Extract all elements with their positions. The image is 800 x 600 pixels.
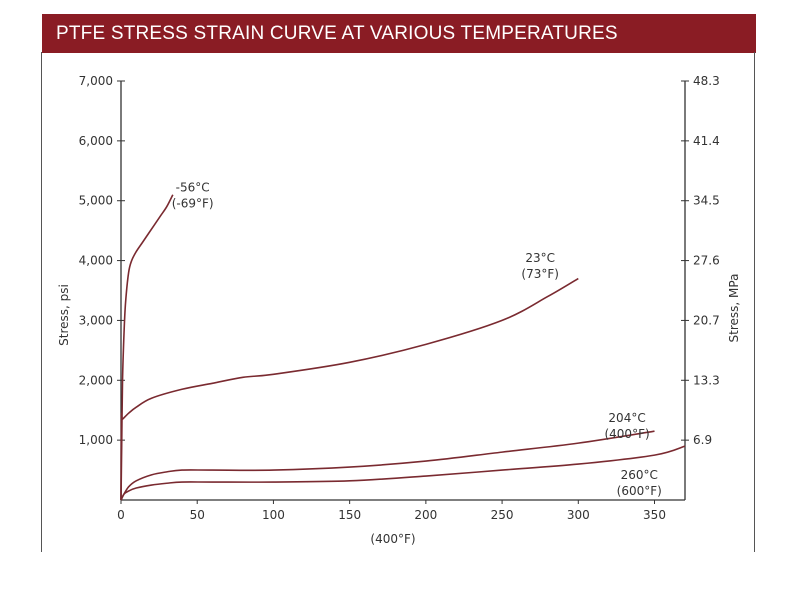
x-tick-label: 300 [567,508,590,522]
x-tick-label: 50 [190,508,205,522]
y-axis-title: Stress, psi [57,284,71,346]
y2-axis-title: Stress, MPa [727,274,741,343]
y2-tick-label: 48.3 [693,74,720,88]
chart-frame [41,52,755,552]
x-tick-label: 150 [338,508,361,522]
chart-title: PTFE STRESS STRAIN CURVE AT VARIOUS TEMP… [56,22,618,44]
x-tick-label: 0 [117,508,125,522]
y2-tick-label: 13.3 [693,373,720,387]
curve-series-2 [120,277,579,501]
y-tick-label: 1,000 [79,433,113,447]
curve-label-2: (73°F) [521,267,559,281]
y-tick-label: 6,000 [79,134,113,148]
curve-series-3 [120,430,655,501]
y2-tick-label: 6.9 [693,433,712,447]
x-tick-label: 100 [262,508,285,522]
x-axis-title: (400°F) [370,532,415,546]
curve-label-1: -56°C [176,181,210,195]
curve-label-4: 260°C [621,468,658,482]
curve-series-4 [120,445,686,501]
curve-label-2: 23°C [525,251,555,265]
x-tick-label: 350 [643,508,666,522]
curves-group [120,194,686,501]
y-tick-label: 7,000 [79,74,113,88]
y-tick-label: 4,000 [79,254,113,268]
y-tick-label: 3,000 [79,313,113,327]
labels-group: -56°C (-69°F) 23°C (73°F) 204°C (400°F) 260°C (… [172,181,662,498]
y2-tick-label: 20.7 [693,313,720,327]
curve-label-3: (400°F) [604,427,649,441]
y-tick-label: 2,000 [79,373,113,387]
x-tick-label: 250 [491,508,514,522]
curve-label-4: (600°F) [617,484,662,498]
chart-title-banner: PTFE STRESS STRAIN CURVE AT VARIOUS TEMP… [42,14,756,53]
y2-tick-label: 41.4 [693,134,720,148]
curve-label-3: 204°C [608,411,645,425]
x-tick-label: 200 [414,508,437,522]
curve-series-1 [120,194,174,501]
curve-label-1: (-69°F) [172,197,214,211]
y2-tick-label: 27.6 [693,254,720,268]
y2-tick-label: 34.5 [693,194,720,208]
y-tick-label: 5,000 [79,194,113,208]
axes-group: 1,000 2,000 3,000 4,000 5,000 6,000 7,000 6.9 13… [79,74,720,522]
